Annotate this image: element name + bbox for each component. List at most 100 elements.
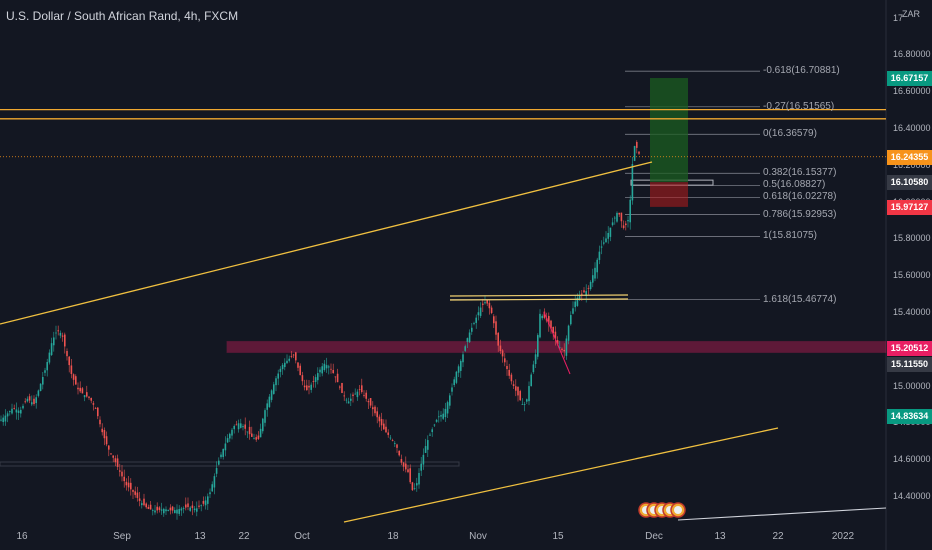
candle-body <box>193 508 196 511</box>
candle-body <box>160 509 163 511</box>
candle-body <box>347 401 350 404</box>
fib-level-label: 1(15.81075) <box>763 230 817 242</box>
candle-body <box>55 332 57 334</box>
candle-body <box>237 423 240 430</box>
candle-body <box>94 408 97 409</box>
candle-body <box>281 364 284 370</box>
candle-body <box>506 365 508 370</box>
candle-body <box>431 429 433 433</box>
candle-body <box>605 238 607 243</box>
candle-body <box>574 301 576 308</box>
candle-body <box>427 440 429 450</box>
trendlines[interactable] <box>0 108 887 523</box>
event-markers[interactable] <box>638 502 686 518</box>
candle-body <box>262 418 264 432</box>
candle-body <box>521 404 524 405</box>
candle-body <box>435 419 438 422</box>
candle-body <box>268 396 271 408</box>
candle-body <box>594 267 596 279</box>
candle-body <box>211 484 213 492</box>
candle-body <box>365 392 367 399</box>
candle-body <box>50 343 53 356</box>
candle-body <box>255 437 257 440</box>
candle-body <box>552 326 554 334</box>
candle-body <box>354 393 356 395</box>
candle-body <box>600 246 603 248</box>
candle-body <box>440 415 442 417</box>
candle-body <box>39 383 42 391</box>
candle-body <box>165 509 167 512</box>
x-tick-label: 13 <box>194 531 206 542</box>
fib-level-label: 0.382(16.15377) <box>763 167 837 179</box>
candle-body <box>409 468 411 483</box>
candle-body <box>295 352 297 361</box>
candle-body <box>490 307 493 313</box>
candle-body <box>61 335 64 337</box>
candle-body <box>174 510 176 514</box>
candle-body <box>508 369 510 376</box>
candle-body <box>301 375 304 382</box>
candle-body <box>565 338 568 356</box>
candle-body <box>64 334 66 347</box>
candle-body <box>609 227 612 237</box>
candle-body <box>251 433 253 437</box>
candle-body <box>257 435 260 439</box>
candle-body <box>363 395 365 396</box>
candle-body <box>279 368 282 372</box>
candle-body <box>504 358 506 363</box>
candle-body <box>44 370 46 373</box>
candle-body <box>270 390 273 400</box>
candle-body <box>385 426 387 433</box>
candle-body <box>607 233 609 239</box>
candle-body <box>116 458 119 467</box>
candle-body <box>596 259 598 273</box>
candle-body <box>554 331 557 339</box>
candle-body <box>374 406 376 414</box>
fib-level-label: 0.5(16.08827) <box>763 179 826 191</box>
candle-body <box>581 293 583 295</box>
candle-body <box>341 382 343 393</box>
candle-body <box>222 448 224 457</box>
y-tick-label: 16.80000 <box>893 49 931 60</box>
candle-body <box>497 332 499 346</box>
candle-body <box>213 476 216 488</box>
lower-trendline <box>343 427 779 523</box>
y-tick-label: 15.00000 <box>893 380 931 391</box>
y-tick-label: 16.60000 <box>893 86 931 97</box>
candle-body <box>308 385 310 388</box>
candle-body <box>24 401 26 403</box>
x-tick-label: 22 <box>238 531 250 542</box>
candle-body <box>468 332 471 343</box>
range-box <box>0 461 460 467</box>
candle-body <box>330 368 332 370</box>
candle-body <box>167 509 169 511</box>
candle-body <box>631 164 634 201</box>
candle-body <box>325 365 328 369</box>
candle-body <box>464 346 466 351</box>
candle-body <box>306 385 308 391</box>
y-tick-label: 14.60000 <box>893 454 931 465</box>
candle-body <box>352 394 354 397</box>
candle-body <box>539 313 541 338</box>
candle-body <box>361 385 363 393</box>
candle-body <box>171 506 174 511</box>
candle-body <box>125 481 128 486</box>
candle-body <box>391 439 394 441</box>
candle-body <box>449 395 451 406</box>
candle-body <box>398 450 400 456</box>
candle-body <box>156 506 158 511</box>
candle-body <box>455 371 458 383</box>
candle-body <box>559 347 561 349</box>
candle-body <box>187 503 189 508</box>
candle-body <box>134 491 136 495</box>
price-badge: 16.24355 <box>887 149 932 165</box>
candle-body <box>460 360 462 371</box>
candle-body <box>501 350 504 357</box>
candle-body <box>4 415 7 422</box>
candle-body <box>475 317 477 323</box>
x-tick-label: Sep <box>113 531 131 542</box>
fib-retracement[interactable] <box>450 70 760 300</box>
y-tick-label: 17 <box>893 12 904 23</box>
candle-body <box>515 386 517 391</box>
